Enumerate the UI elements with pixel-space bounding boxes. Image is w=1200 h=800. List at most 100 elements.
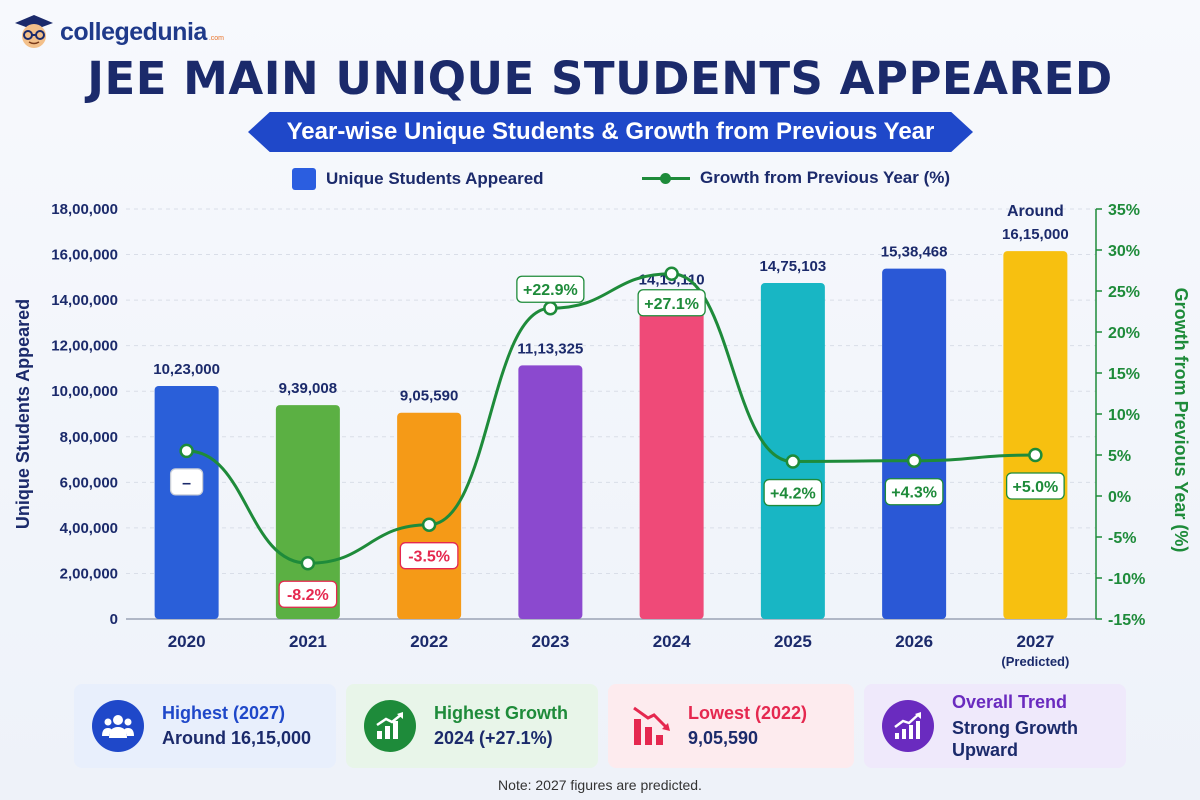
bar-label: 9,39,008 [279, 380, 337, 397]
y-right-tick-label: -10% [1108, 571, 1145, 588]
bar-2026 [882, 268, 947, 619]
decline-chart-icon [626, 700, 678, 752]
mascot-icon [15, 15, 53, 48]
bar-label: 16,15,000 [1002, 226, 1069, 243]
x-tick-label: 2021 [289, 632, 327, 651]
y-axis-title: Unique Students Appeared [13, 299, 33, 529]
x-tick-label: 2020 [168, 632, 206, 651]
bar-label: 15,38,468 [881, 244, 948, 261]
x-tick-label: 2027 [1016, 632, 1054, 651]
x-tick-label: 2024 [653, 632, 691, 651]
growth-label-box [516, 275, 585, 303]
growth-label-box [884, 478, 944, 506]
bar-2023 [518, 365, 583, 619]
y-right-tick-label: 20% [1108, 325, 1140, 342]
brand-suffix: .com [208, 34, 224, 42]
growth-label: +22.9% [523, 282, 578, 299]
growth-point [1028, 447, 1043, 463]
card-lowest: Lowest (2022) 9,05,590 [608, 684, 854, 768]
y-right-tick-label: 5% [1108, 448, 1131, 465]
y-right-axis-title: Growth from Previous Year (%) [1171, 288, 1191, 553]
y-tick-label: 14,00,000 [51, 292, 118, 309]
y-right-tick-label: 25% [1108, 284, 1140, 301]
y-tick-label: 12,00,000 [51, 338, 118, 355]
subtitle: Year-wise Unique Students & Growth from … [286, 118, 935, 145]
legend-bars-label: Unique Students Appeared [326, 169, 544, 188]
growth-point [543, 300, 558, 316]
card-lowest-title: Lowest (2022) [688, 703, 808, 723]
trend-up-icon [882, 700, 934, 752]
growth-label: -3.5% [408, 549, 450, 566]
y-right-tick-label: 35% [1108, 202, 1140, 219]
bar-label: 10,23,000 [153, 361, 220, 378]
y-tick-label: 16,00,000 [51, 247, 118, 264]
legend-bars: Unique Students Appeared [292, 168, 544, 190]
y-tick-label: 4,00,000 [60, 520, 118, 537]
bar-label: 9,05,590 [400, 388, 458, 405]
card-lowest-value: 9,05,590 [688, 728, 759, 748]
growth-label: +4.3% [891, 485, 937, 502]
growth-label-box [763, 478, 823, 507]
card-overall-trend-title: Overall Trend [952, 691, 1068, 712]
y-right-tick-label: -5% [1108, 530, 1136, 547]
y-tick-label: 6,00,000 [60, 474, 118, 491]
card-highest-growth-title: Highest Growth [434, 703, 568, 723]
x-tick-label: 2026 [895, 632, 933, 651]
brand-logo: collegedunia .com [14, 14, 224, 50]
y-right-tick-label: 0% [1108, 489, 1131, 506]
y-right-tick-label: 10% [1108, 407, 1140, 424]
growth-label-box [169, 468, 204, 496]
bar-2025 [760, 283, 825, 619]
card-overall-trend-value: Strong Growth Upward [952, 717, 1078, 760]
growth-label-box [399, 542, 459, 570]
growth-label: – [182, 475, 191, 492]
growth-label: +4.2% [770, 486, 816, 503]
card-highest-value: Around 16,15,000 [162, 728, 312, 748]
subtitle-ribbon: Year-wise Unique Students & Growth from … [248, 112, 973, 152]
y-right-tick-label: 15% [1108, 366, 1140, 383]
growth-point [664, 266, 679, 282]
growth-chart-icon [364, 700, 416, 752]
bar-2027 [1003, 251, 1068, 619]
footnote: Note: 2027 figures are predicted. [498, 777, 702, 793]
bar-2020 [154, 385, 219, 619]
bar-label: 14,75,103 [760, 258, 827, 275]
growth-label-box [637, 289, 706, 317]
users-icon [92, 700, 144, 752]
growth-label: +5.0% [1012, 479, 1058, 496]
card-highest-growth-value: 2024 (+27.1%) [434, 728, 553, 748]
bar-2021 [275, 405, 340, 619]
y-tick-label: 0 [110, 611, 118, 628]
legend-line-swatch [642, 172, 690, 184]
y-tick-label: 8,00,000 [60, 429, 118, 446]
growth-label: +27.1% [644, 296, 699, 313]
y-tick-label: 10,00,000 [51, 383, 118, 400]
legend-line-label: Growth from Previous Year (%) [700, 168, 951, 187]
growth-label: -8.2% [287, 587, 329, 604]
bar-label: 11,13,325 [517, 340, 583, 357]
y-tick-label: 2,00,000 [60, 565, 118, 582]
x-tick-label: 2023 [531, 632, 569, 651]
x-tick-label: 2022 [410, 632, 448, 651]
growth-point [906, 453, 922, 468]
growth-point [785, 454, 801, 469]
card-overall-trend: Overall Trend Strong Growth Upward [864, 684, 1126, 768]
y-right-tick-label: 30% [1108, 243, 1140, 260]
chart: 0 2,00,000 4,00,000 6,00,000 8,00,000 10,00,0… [13, 201, 1191, 669]
legend-bar-swatch [292, 168, 316, 190]
growth-label-box [1005, 472, 1065, 500]
x-tick-label: 2025 [774, 632, 812, 651]
card-highest: Highest (2027) Around 16,15,000 [74, 684, 336, 768]
bar-label-prefix: Around [1007, 203, 1064, 220]
y-tick-label: 18,00,000 [51, 201, 118, 218]
growth-point [421, 517, 437, 532]
card-highest-title: Highest (2027) [162, 703, 286, 723]
bar-2022 [397, 412, 462, 619]
growth-label-box [278, 580, 338, 608]
card-highest-growth: Highest Growth 2024 (+27.1%) [346, 684, 598, 768]
brand-name: collegedunia [60, 17, 207, 46]
growth-point [300, 555, 316, 571]
x-tick-note: (Predicted) [1001, 654, 1069, 669]
chart-legend: Unique Students Appeared Growth from Pre… [0, 168, 1200, 194]
growth-point [179, 443, 194, 459]
